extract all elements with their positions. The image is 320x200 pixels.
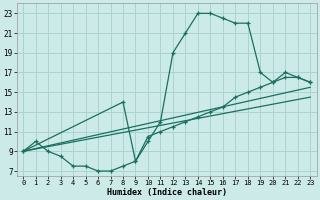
X-axis label: Humidex (Indice chaleur): Humidex (Indice chaleur)	[107, 188, 227, 197]
